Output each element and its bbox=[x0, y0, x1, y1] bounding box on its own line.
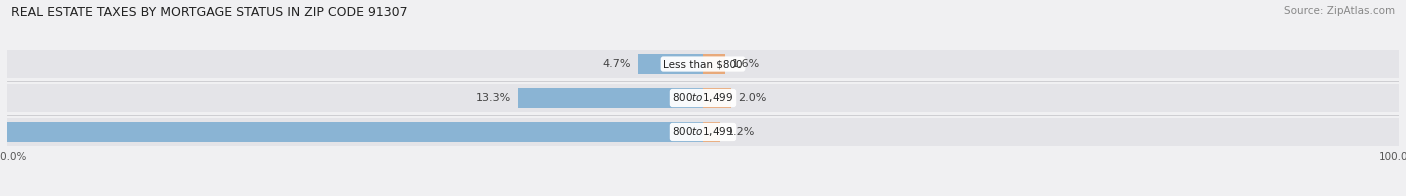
Text: Less than $800: Less than $800 bbox=[664, 59, 742, 69]
Bar bbox=[703, 88, 731, 108]
Text: 13.3%: 13.3% bbox=[475, 93, 510, 103]
Text: $800 to $1,499: $800 to $1,499 bbox=[672, 92, 734, 104]
Bar bbox=[7, 84, 1399, 112]
Bar bbox=[703, 122, 720, 142]
Bar bbox=[7, 118, 1399, 146]
Text: 2.0%: 2.0% bbox=[738, 93, 766, 103]
Bar bbox=[703, 54, 725, 74]
Bar bbox=[7, 50, 1399, 78]
Bar bbox=[517, 88, 703, 108]
Text: 4.7%: 4.7% bbox=[602, 59, 631, 69]
Text: $800 to $1,499: $800 to $1,499 bbox=[672, 125, 734, 138]
Text: REAL ESTATE TAXES BY MORTGAGE STATUS IN ZIP CODE 91307: REAL ESTATE TAXES BY MORTGAGE STATUS IN … bbox=[11, 6, 408, 19]
Text: 1.2%: 1.2% bbox=[727, 127, 755, 137]
Legend: Without Mortgage, With Mortgage: Without Mortgage, With Mortgage bbox=[586, 194, 820, 196]
Text: 1.6%: 1.6% bbox=[733, 59, 761, 69]
Text: Source: ZipAtlas.com: Source: ZipAtlas.com bbox=[1284, 6, 1395, 16]
Bar bbox=[637, 54, 703, 74]
Bar bbox=[0, 122, 703, 142]
